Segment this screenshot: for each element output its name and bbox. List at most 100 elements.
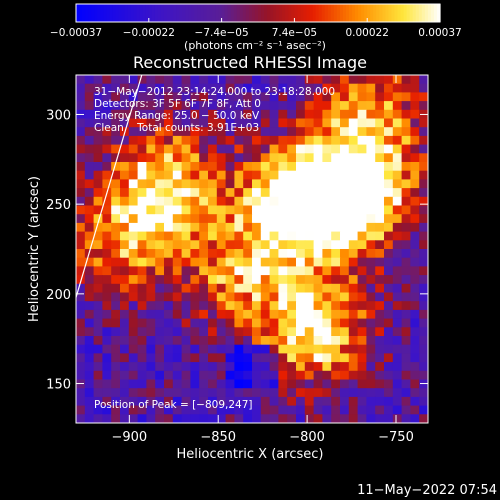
heatmap-cell (243, 170, 253, 180)
heatmap-cell (243, 275, 253, 285)
heatmap-cell (111, 135, 121, 146)
heatmap-cell (216, 127, 227, 137)
colorbar-segment (373, 4, 377, 22)
heatmap-cell (155, 83, 165, 93)
heatmap-cell (375, 275, 385, 285)
colorbar-segment (370, 4, 374, 22)
heatmap-cell (120, 170, 130, 180)
colorbar-segment (427, 4, 432, 22)
heatmap-cell (304, 231, 315, 241)
heatmap-cell (340, 196, 350, 206)
heatmap-cell (322, 301, 332, 311)
heatmap-cell (375, 283, 385, 293)
heatmap-cell (84, 318, 95, 328)
colorbar-segment (218, 4, 223, 22)
heatmap-cell (216, 266, 227, 276)
heatmap-cell (216, 318, 227, 328)
heatmap-cell (419, 249, 429, 259)
heatmap-cell (199, 170, 209, 180)
heatmap-cell (392, 101, 403, 111)
heatmap-cell (137, 188, 147, 198)
heatmap-cell (111, 83, 121, 93)
heatmap-cell (252, 127, 262, 137)
heatmap-cell (392, 266, 403, 276)
heatmap-cell (93, 309, 103, 320)
heatmap-cell (252, 153, 262, 163)
heatmap-cell (93, 205, 103, 215)
heatmap-cell (375, 370, 385, 380)
heatmap-cell (401, 362, 411, 372)
heatmap-cell (208, 327, 218, 337)
heatmap-cell (225, 275, 235, 285)
heatmap-cell (137, 362, 147, 372)
heatmap-cell (269, 362, 279, 372)
x-tick-label: −850 (200, 430, 236, 445)
heatmap-cell (243, 240, 253, 250)
colorbar-segment (388, 4, 393, 22)
heatmap-cell (410, 405, 420, 415)
heatmap-cell (84, 109, 95, 119)
colorbar-segment (291, 4, 295, 22)
heatmap-cell (419, 405, 429, 415)
heatmap-cell (340, 222, 350, 233)
heatmap-cell (243, 292, 253, 302)
heatmap-cell (172, 344, 183, 354)
heatmap-cell (384, 179, 394, 189)
heatmap-cell (322, 396, 332, 407)
heatmap-cell (234, 344, 244, 354)
heatmap-cell (164, 144, 174, 154)
heatmap-cell (375, 75, 385, 85)
heatmap-cell (313, 327, 323, 337)
heatmap-cell (190, 196, 200, 206)
heatmap-cell (216, 205, 227, 215)
heatmap-cell (278, 388, 288, 398)
heatmap-cell (419, 101, 429, 111)
heatmap-cell (111, 162, 121, 172)
heatmap-cell (340, 309, 350, 320)
heatmap-cell (128, 249, 139, 259)
heatmap-cell (331, 396, 341, 407)
heatmap-cell (234, 414, 244, 424)
heatmap-cell (199, 162, 209, 172)
heatmap-cell (84, 396, 95, 407)
heatmap-cell (208, 92, 218, 102)
heatmap-cell (137, 249, 147, 259)
heatmap-cell (216, 179, 227, 189)
heatmap-cell (401, 83, 411, 93)
heatmap-cell (357, 222, 367, 233)
heatmap-cell (278, 275, 288, 285)
heatmap-cell (260, 266, 271, 276)
heatmap-cell (181, 127, 191, 137)
heatmap-cell (340, 83, 350, 93)
heatmap-cell (340, 153, 350, 163)
heatmap-cell (102, 257, 112, 267)
heatmap-cell (322, 144, 332, 154)
heatmap-cell (296, 327, 306, 337)
heatmap-cell (199, 153, 209, 163)
heatmap-cell (199, 118, 209, 128)
heatmap-cell (102, 205, 112, 215)
heatmap-cell (269, 153, 279, 163)
heatmap-cell (375, 153, 385, 163)
heatmap-cell (322, 362, 332, 372)
heatmap-cell (401, 179, 411, 189)
heatmap-cell (208, 101, 218, 111)
heatmap-cell (348, 75, 359, 85)
heatmap-cell (313, 75, 323, 85)
heatmap-cell (357, 240, 367, 250)
heatmap-cell (137, 231, 147, 241)
heatmap-cell (76, 118, 86, 128)
heatmap-cell (313, 162, 323, 172)
heatmap-cell (366, 353, 376, 363)
heatmap-cell (208, 257, 218, 267)
colorbar-frame (75, 3, 441, 23)
heatmap-cell (252, 162, 262, 172)
heatmap-cell (164, 109, 174, 119)
heatmap-cell (401, 162, 411, 172)
heatmap-cell (234, 301, 244, 311)
colorbar-segment (197, 4, 201, 22)
heatmap-cell (225, 135, 235, 146)
heatmap-cell (146, 83, 156, 93)
heatmap-cell (401, 240, 411, 250)
heatmap-cell (102, 283, 112, 293)
